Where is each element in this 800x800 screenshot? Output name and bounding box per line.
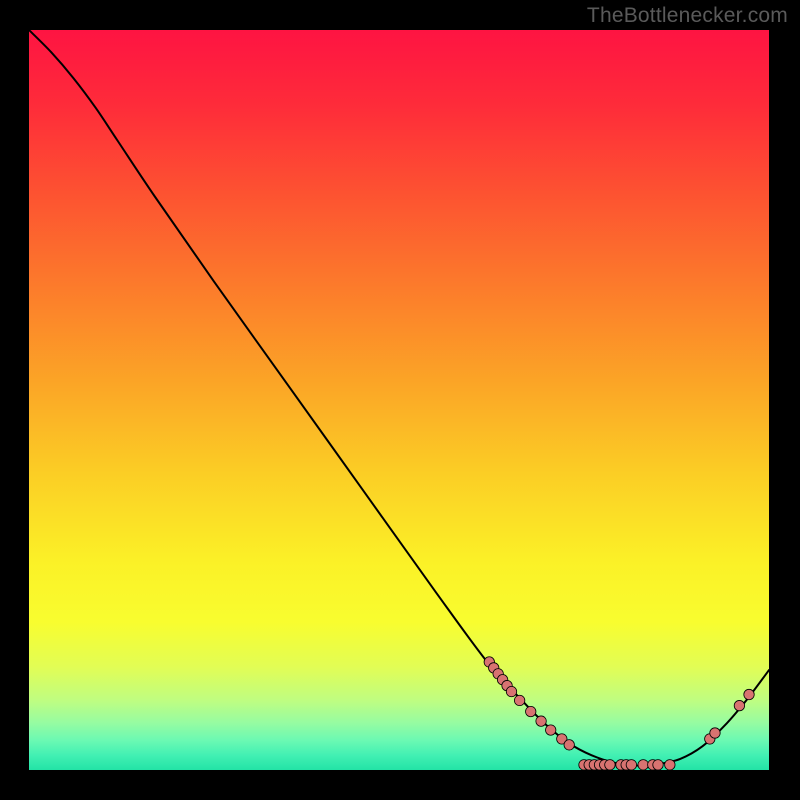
watermark-text: TheBottlenecker.com [587, 4, 788, 28]
data-marker [744, 689, 754, 699]
data-marker [734, 700, 744, 710]
data-marker [626, 760, 636, 770]
data-marker [564, 740, 574, 750]
data-marker [546, 725, 556, 735]
data-marker [710, 728, 720, 738]
data-marker [605, 760, 615, 770]
data-marker [665, 760, 675, 770]
data-marker [536, 716, 546, 726]
data-marker [506, 686, 516, 696]
data-markers [29, 30, 769, 770]
data-marker [526, 706, 536, 716]
data-marker [514, 695, 524, 705]
data-marker [653, 760, 663, 770]
chart-frame: TheBottlenecker.com [0, 0, 800, 800]
data-marker [638, 760, 648, 770]
plot-area [29, 30, 769, 770]
